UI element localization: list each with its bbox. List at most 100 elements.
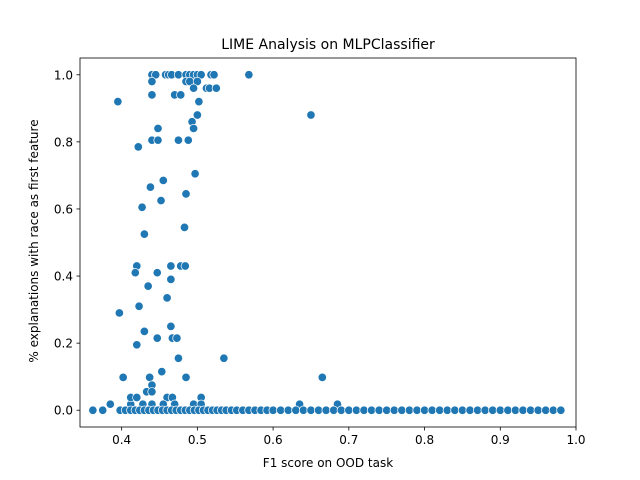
data-point [166,274,176,284]
data-point [541,405,551,415]
data-point [180,261,190,271]
data-point [503,405,513,415]
data-point [419,405,430,415]
x-tick-label: 0.9 [491,433,510,447]
data-point [457,405,467,415]
data-point [209,70,219,80]
x-tick-label: 1.0 [566,433,585,447]
data-point [173,353,183,363]
data-point [118,372,128,382]
data-point [397,405,407,415]
data-point [344,405,354,415]
data-point [156,196,166,206]
data-point [526,405,536,415]
y-tick-label: 0.6 [54,202,73,216]
data-point [105,399,115,409]
x-tick-label: 0.7 [339,433,358,447]
data-point [179,222,190,232]
data-point [442,405,452,415]
x-tick-label: 0.4 [112,433,131,447]
y-tick-label: 0.4 [54,270,73,284]
data-point [189,83,199,93]
y-tick-label: 0.8 [54,135,73,149]
data-point [465,405,475,415]
data-point [382,405,392,415]
data-point [183,135,193,145]
y-axis-label: % explanations with race as first featur… [27,119,41,362]
data-point [473,405,483,415]
data-point [298,405,308,415]
data-point [306,405,316,415]
data-point [192,110,202,120]
data-point [359,405,369,415]
data-point [427,405,437,415]
data-point [152,333,162,343]
data-point [132,392,142,403]
data-point [147,387,157,397]
data-point [173,70,183,80]
data-point [181,372,191,382]
data-point [480,405,490,415]
data-point [98,405,108,415]
data-point [147,90,157,100]
data-point [158,175,168,185]
data-point [132,340,142,350]
data-point [145,182,155,192]
points-layer [88,70,566,415]
data-point [133,142,143,152]
data-point [404,405,414,415]
data-point [114,308,124,318]
data-point [412,405,422,415]
data-point [166,321,176,331]
data-point [145,372,155,382]
x-axis-label: F1 score on OOD task [263,456,393,470]
chart-title: LIME Analysis on MLPClassifier [221,37,435,53]
data-point [321,405,331,415]
x-tick-label: 0.8 [415,433,434,447]
y-axis-ticks: 0.0 0.2 0.4 0.6 0.8 1.0 [54,68,80,418]
data-point [283,405,293,415]
data-point [533,405,543,415]
data-point [336,405,346,415]
axes-layer [79,57,577,428]
data-point [88,405,98,415]
data-point [189,123,199,133]
data-point [435,405,445,415]
data-point [162,293,172,303]
y-tick-label: 0.0 [54,404,73,418]
y-tick-label: 0.2 [54,337,73,351]
data-point [313,405,324,415]
data-point [173,135,183,145]
data-point [374,405,384,415]
data-point [181,189,191,199]
data-point [153,135,163,145]
data-point [147,76,157,87]
data-point [143,281,153,291]
data-point [134,301,144,311]
data-point [157,367,167,377]
y-tick-label: 1.0 [54,68,73,82]
data-point [176,90,186,100]
data-point [139,229,149,239]
data-point [329,405,339,415]
data-point [276,405,286,415]
data-point [166,261,176,271]
data-point [450,405,460,415]
data-point [153,123,163,133]
data-point [366,405,377,415]
data-point [495,405,505,415]
data-point [137,202,147,212]
data-point [152,268,162,278]
x-axis-ticks: 0.4 0.5 0.6 0.7 0.8 0.9 1.0 [112,427,586,447]
data-point [389,405,399,415]
data-point [268,405,278,415]
data-point [194,97,204,107]
data-point [488,405,498,415]
data-point [556,405,566,415]
x-tick-label: 0.5 [188,433,207,447]
x-tick-label: 0.6 [264,433,283,447]
data-point [317,372,327,382]
data-point [113,97,123,107]
